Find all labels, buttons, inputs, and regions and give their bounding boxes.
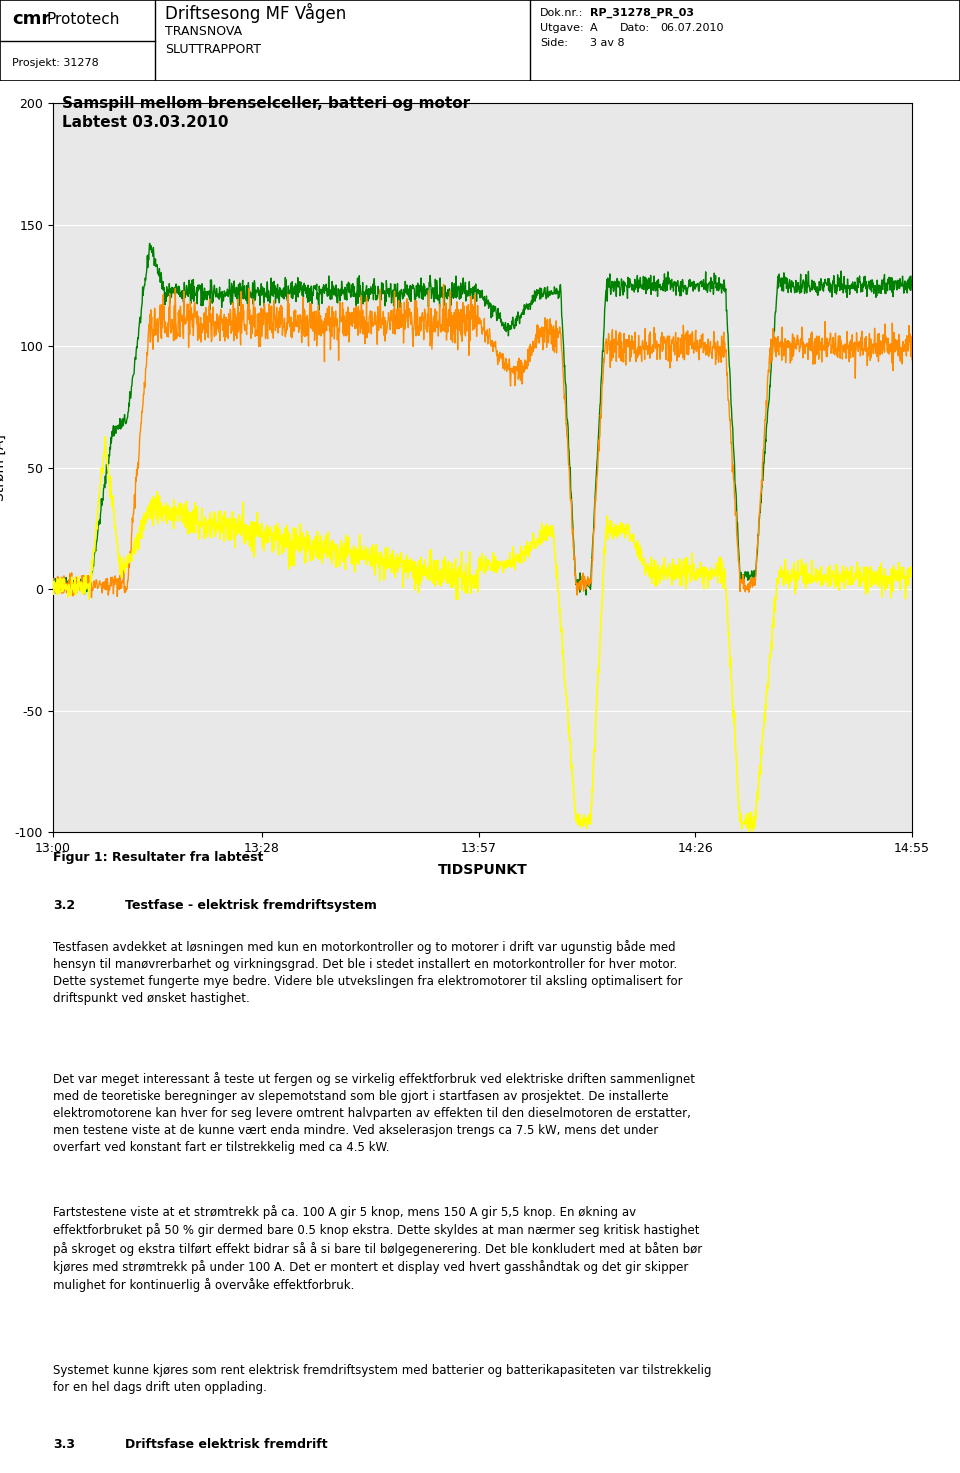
Text: Prosjekt: 31278: Prosjekt: 31278 bbox=[12, 57, 99, 68]
Text: Dok.nr.:: Dok.nr.: bbox=[540, 7, 584, 18]
Text: A: A bbox=[590, 24, 598, 32]
Text: Driftsesong MF Vågen: Driftsesong MF Vågen bbox=[165, 3, 347, 24]
Text: 3 av 8: 3 av 8 bbox=[590, 38, 625, 49]
Text: TRANSNOVA: TRANSNOVA bbox=[165, 25, 242, 37]
Text: Utgave:: Utgave: bbox=[540, 24, 584, 32]
Text: Fartstestene viste at et strømtrekk på ca. 100 A gir 5 knop, mens 150 A gir 5,5 : Fartstestene viste at et strømtrekk på c… bbox=[53, 1205, 702, 1292]
Text: Driftsfase elektrisk fremdrift: Driftsfase elektrisk fremdrift bbox=[125, 1438, 327, 1451]
Y-axis label: Strøm [A]: Strøm [A] bbox=[0, 435, 7, 501]
Text: Figur 1: Resultater fra labtest: Figur 1: Resultater fra labtest bbox=[53, 851, 263, 865]
Text: RP_31278_PR_03: RP_31278_PR_03 bbox=[590, 7, 694, 18]
Text: Labtest 03.03.2010: Labtest 03.03.2010 bbox=[62, 115, 228, 130]
Text: 3.2: 3.2 bbox=[53, 899, 75, 912]
Text: Samspill mellom brenselceller, batteri og motor: Samspill mellom brenselceller, batteri o… bbox=[62, 96, 470, 110]
Text: Systemet kunne kjøres som rent elektrisk fremdriftsystem med batterier og batter: Systemet kunne kjøres som rent elektrisk… bbox=[53, 1364, 711, 1393]
Text: SLUTTRAPPORT: SLUTTRAPPORT bbox=[165, 43, 261, 56]
Text: cmr: cmr bbox=[12, 10, 50, 28]
Text: Testfasen avdekket at løsningen med kun en motorkontroller og to motorer i drift: Testfasen avdekket at løsningen med kun … bbox=[53, 940, 683, 1005]
Text: Det var meget interessant å teste ut fergen og se virkelig effektforbruk ved ele: Det var meget interessant å teste ut fer… bbox=[53, 1072, 695, 1155]
X-axis label: TIDSPUNKT: TIDSPUNKT bbox=[438, 863, 527, 878]
Text: Side:: Side: bbox=[540, 38, 568, 49]
Text: 3.3: 3.3 bbox=[53, 1438, 75, 1451]
Text: Dato:: Dato: bbox=[620, 24, 650, 32]
Text: Prototech: Prototech bbox=[47, 12, 120, 27]
Text: Testfase - elektrisk fremdriftsystem: Testfase - elektrisk fremdriftsystem bbox=[125, 899, 376, 912]
Text: 06.07.2010: 06.07.2010 bbox=[660, 24, 724, 32]
